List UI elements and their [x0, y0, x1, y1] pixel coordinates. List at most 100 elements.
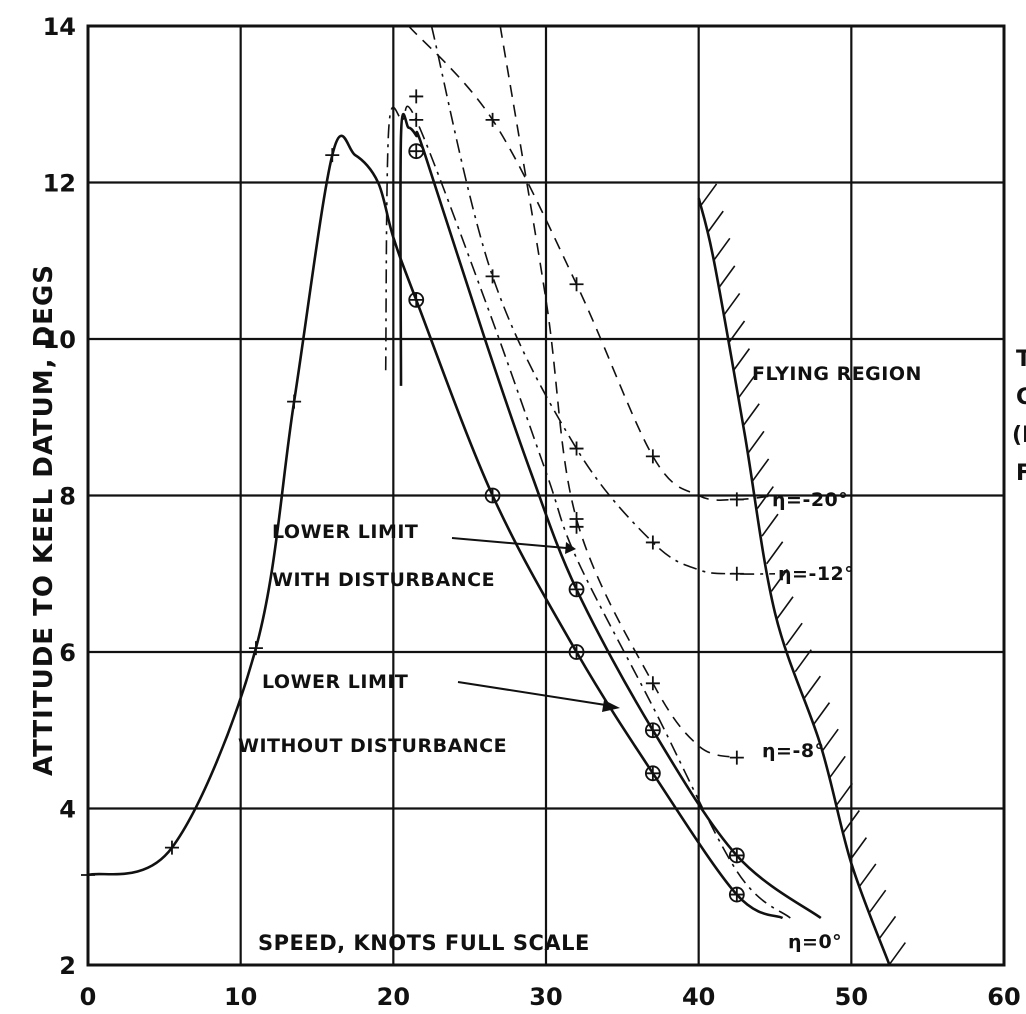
hatch-mark-7	[737, 375, 755, 399]
x-tick-label-60: 60	[987, 983, 1020, 1011]
hatch-mark-27	[878, 915, 897, 939]
y-axis-label: ATTITUDE TO KEEL DATUM, DEGS	[29, 264, 59, 776]
circle-cross-s0-0	[409, 292, 424, 307]
plus-marker-s0-0	[81, 868, 95, 883]
series-line-1	[399, 112, 822, 920]
hatch-mark-17	[794, 649, 812, 673]
hatch-mark-24	[849, 837, 868, 861]
hatch-mark-3	[718, 265, 736, 289]
annotation-lower-limit-with-2: WITH DISTURBANCE	[272, 569, 495, 591]
circle-cross-s1-2	[645, 723, 660, 738]
hatch-mark-9	[747, 430, 765, 454]
circle-cross-s0-1	[485, 488, 500, 503]
hatch-mark-16	[785, 622, 803, 646]
plus-marker-s3-3	[645, 449, 660, 464]
plus-marker-s3-4	[729, 492, 744, 507]
y-tick-label-14: 14	[43, 13, 76, 41]
hatch-mark-19	[812, 702, 831, 726]
y-tick-label-12: 12	[43, 170, 76, 198]
series-line-4	[430, 25, 776, 575]
annotation-lower-limit-without-2: WITHOUT DISTURBANCE	[238, 735, 507, 757]
hatch-mark-0	[699, 183, 718, 207]
x-tick-label-20: 20	[377, 983, 410, 1011]
annotation-flying-region: FLYING REGION	[752, 363, 922, 385]
annotation-lower-limit-with-1: LOWER LIMIT	[272, 521, 418, 543]
annotation-eta-minus-12: η=-12°	[778, 563, 854, 585]
circle-cross-s1-0	[409, 144, 424, 159]
plus-marker-s0-2	[248, 641, 263, 656]
circle-cross-s0-3	[645, 766, 660, 781]
plus-marker-s5-2	[729, 750, 744, 765]
y-tick-label-6: 6	[59, 639, 76, 667]
y-tick-label-10: 10	[43, 326, 76, 354]
circle-cross-s0-2	[569, 645, 584, 659]
clipped-text-1: T	[1016, 347, 1026, 372]
clipped-right-text: T C (I F	[1012, 347, 1026, 486]
plot-frame	[86, 24, 1006, 967]
hatch-mark-21	[828, 755, 846, 779]
grid	[86, 24, 1006, 967]
hatch-mark-13	[766, 541, 784, 565]
leader-arrowhead-without-disturbance	[602, 700, 620, 712]
plus-marker-s3-1	[485, 112, 500, 127]
plus-marker-s4-2	[645, 535, 660, 550]
series-line-3	[408, 25, 776, 501]
x-tick-label-50: 50	[835, 983, 868, 1011]
leader-line-without-disturbance	[457, 681, 613, 707]
leader-arrows	[451, 537, 620, 712]
hatch-mark-22	[835, 782, 853, 806]
hatch-mark-10	[751, 458, 770, 482]
hatch-mark-2	[713, 237, 731, 261]
hatch-mark-15	[776, 596, 794, 620]
plus-marker-s0-4	[325, 148, 340, 163]
hatch-mark-14	[770, 568, 788, 592]
hatch-mark-20	[821, 728, 839, 752]
hatch-mark-4	[722, 292, 741, 316]
x-tick-label-40: 40	[682, 983, 715, 1011]
circle-cross-s1-3	[729, 848, 744, 863]
clipped-text-4: F	[1016, 461, 1026, 486]
x-axis-label: SPEED, KNOTS FULL SCALE	[258, 931, 590, 955]
plus-marker-s4-1	[569, 441, 584, 456]
series-line-6	[697, 197, 891, 966]
flying-region-hatching	[699, 183, 906, 966]
y-tick-label-8: 8	[59, 483, 76, 511]
leader-line-with-disturbance	[451, 537, 567, 549]
plus-marker-s5-0	[569, 511, 584, 526]
x-tick-label-0: 0	[80, 983, 97, 1011]
hatch-mark-26	[869, 889, 887, 913]
circle-cross-s1-1	[569, 582, 584, 597]
plus-marker-s3-2	[569, 277, 584, 292]
x-tick-label-30: 30	[529, 983, 562, 1011]
series-line-0	[87, 134, 784, 920]
hatch-mark-12	[761, 513, 779, 537]
hatch-mark-8	[742, 403, 760, 427]
plus-marker-s2-0	[409, 112, 424, 127]
plus-marker-s3-0	[409, 89, 424, 104]
hatch-mark-18	[803, 675, 822, 699]
y-tick-label-2: 2	[59, 952, 76, 980]
plus-marker-s0-3	[287, 394, 302, 409]
hatch-mark-28	[888, 942, 906, 966]
tick-labels: 0 10 20 30 40 50 60 2 4 6 8 10 12 14	[43, 13, 1021, 1011]
x-tick-label-10: 10	[224, 983, 257, 1011]
circle-cross-s0-4	[729, 887, 744, 902]
plus-marker-s4-3	[729, 566, 744, 581]
series-line-2	[384, 105, 791, 919]
hatch-mark-6	[732, 348, 751, 372]
plus-marker-s4-0	[485, 269, 500, 284]
annotation-eta-0: η=0°	[788, 931, 842, 953]
hatch-mark-5	[727, 320, 746, 344]
plus-marker-s0-1	[164, 840, 179, 855]
annotations: FLYING REGION η=-20° η=-12° η=-8° η=0° L…	[238, 363, 922, 953]
plus-marker-s5-1	[645, 676, 660, 691]
leader-arrowhead-with-disturbance	[565, 542, 576, 554]
clipped-text-3: (I	[1012, 423, 1026, 448]
y-tick-label-4: 4	[59, 796, 76, 824]
markers	[81, 89, 745, 903]
clipped-text-2: C	[1016, 385, 1026, 410]
annotation-lower-limit-without-1: LOWER LIMIT	[262, 671, 408, 693]
hatch-mark-1	[706, 210, 724, 234]
hatch-mark-23	[842, 810, 860, 833]
